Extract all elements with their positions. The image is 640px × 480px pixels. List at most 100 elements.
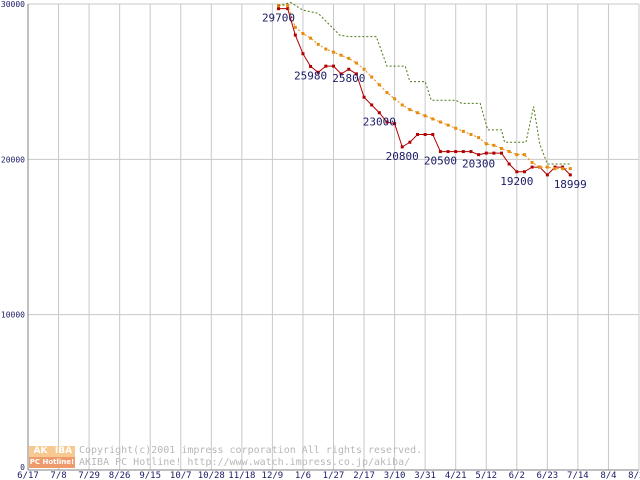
data-point bbox=[538, 165, 542, 169]
data-point bbox=[339, 72, 343, 76]
data-point bbox=[507, 162, 511, 166]
data-label: 20800 bbox=[386, 150, 419, 163]
y-tick-label: 10000 bbox=[1, 311, 25, 320]
data-point bbox=[385, 91, 389, 95]
x-tick-label: 3/10 bbox=[384, 471, 406, 480]
data-point bbox=[362, 67, 366, 71]
x-tick-label: 7/8 bbox=[50, 471, 66, 480]
x-tick-label: 5/12 bbox=[475, 471, 497, 480]
data-point bbox=[438, 150, 442, 154]
data-point bbox=[316, 70, 320, 74]
x-tick-label: 6/2 bbox=[509, 471, 525, 480]
data-point bbox=[408, 140, 412, 144]
x-tick-label: 12/9 bbox=[262, 471, 284, 480]
data-point bbox=[400, 145, 404, 149]
data-label: 19200 bbox=[500, 175, 533, 188]
data-label: 25800 bbox=[332, 72, 365, 85]
data-point bbox=[354, 61, 358, 65]
copyright-line-2: AKIBA PC Hotline! http://www.watch.impre… bbox=[79, 457, 411, 468]
x-tick-label: 11/18 bbox=[228, 471, 255, 480]
axes bbox=[27, 4, 639, 471]
data-point bbox=[393, 122, 397, 126]
data-point bbox=[438, 120, 442, 124]
data-point bbox=[553, 165, 557, 169]
data-point bbox=[370, 75, 374, 79]
data-point bbox=[530, 160, 534, 164]
copyright-notice: Copyright(c)2001 impress corporation All… bbox=[79, 445, 422, 469]
data-point bbox=[568, 173, 572, 177]
data-point bbox=[500, 146, 504, 150]
data-point bbox=[484, 142, 488, 146]
data-point bbox=[515, 153, 519, 157]
series-min-price bbox=[277, 7, 572, 177]
akiba-logo: AK IBA PC Hotline! bbox=[29, 446, 75, 468]
x-tick-label: 1/27 bbox=[323, 471, 345, 480]
data-point bbox=[324, 47, 328, 51]
data-point bbox=[492, 151, 496, 155]
data-point bbox=[484, 151, 488, 155]
y-tick-label: 20000 bbox=[1, 155, 25, 164]
data-point bbox=[431, 117, 435, 121]
data-point bbox=[477, 136, 481, 140]
data-point bbox=[377, 83, 381, 87]
data-point bbox=[309, 64, 313, 68]
copyright-line-1: Copyright(c)2001 impress corporation All… bbox=[79, 445, 423, 456]
data-point bbox=[362, 95, 366, 99]
data-point bbox=[561, 167, 565, 171]
data-point bbox=[354, 72, 358, 76]
data-point bbox=[385, 120, 389, 124]
data-point bbox=[286, 4, 290, 8]
data-point bbox=[454, 126, 458, 130]
series-line bbox=[278, 1, 571, 165]
data-point bbox=[316, 42, 320, 46]
x-tick-label: 4/21 bbox=[445, 471, 467, 480]
data-point bbox=[522, 170, 526, 174]
data-point bbox=[446, 150, 450, 154]
data-point bbox=[416, 132, 420, 136]
data-point bbox=[309, 36, 313, 40]
x-tick-label: 8/4 bbox=[600, 471, 616, 480]
x-tick-label: 10/7 bbox=[170, 471, 192, 480]
data-point bbox=[286, 7, 290, 11]
data-point bbox=[339, 53, 343, 57]
data-label: 20500 bbox=[424, 155, 457, 168]
data-point bbox=[301, 52, 305, 56]
x-tick-label: 1/6 bbox=[295, 471, 311, 480]
x-tick-label: 6/23 bbox=[537, 471, 559, 480]
series-layer bbox=[277, 1, 572, 177]
x-tick-label: 8/26 bbox=[109, 471, 131, 480]
data-point bbox=[469, 132, 473, 136]
data-labels: 29700 25980 25800 23000 20800 20500 20300 19200… bbox=[262, 12, 587, 191]
x-tick-label: 2/17 bbox=[353, 471, 375, 480]
x-tick-label: 7/14 bbox=[567, 471, 589, 480]
data-point bbox=[416, 111, 420, 115]
data-point bbox=[545, 165, 549, 169]
data-point bbox=[515, 170, 519, 174]
data-point bbox=[423, 132, 427, 136]
y-tick-label: 30000 bbox=[1, 0, 25, 9]
series-average-price bbox=[277, 4, 572, 171]
x-tick-label: 3/31 bbox=[414, 471, 436, 480]
data-point bbox=[293, 33, 297, 37]
data-point bbox=[507, 150, 511, 154]
x-tick-labels: 6/17 7/8 7/29 8/26 9/15 10/7 10/28 11/18 12/9 1/6… bbox=[17, 471, 640, 480]
data-point bbox=[545, 173, 549, 177]
data-point bbox=[469, 150, 473, 154]
x-tick-label: 10/28 bbox=[198, 471, 225, 480]
logo-text-ak: AK bbox=[33, 446, 48, 456]
x-tick-label: 9/15 bbox=[139, 471, 161, 480]
data-point bbox=[500, 151, 504, 155]
data-point bbox=[370, 103, 374, 107]
data-point bbox=[293, 25, 297, 29]
data-point bbox=[568, 167, 572, 171]
series-line bbox=[278, 8, 571, 176]
data-point bbox=[301, 32, 305, 36]
data-point bbox=[454, 150, 458, 154]
data-point bbox=[332, 50, 335, 54]
data-label: 18999 bbox=[554, 178, 587, 191]
logo-subtext: PC Hotline! bbox=[29, 457, 75, 468]
data-label: 23000 bbox=[363, 116, 396, 129]
data-point bbox=[461, 129, 465, 133]
series-max-price bbox=[278, 1, 571, 165]
